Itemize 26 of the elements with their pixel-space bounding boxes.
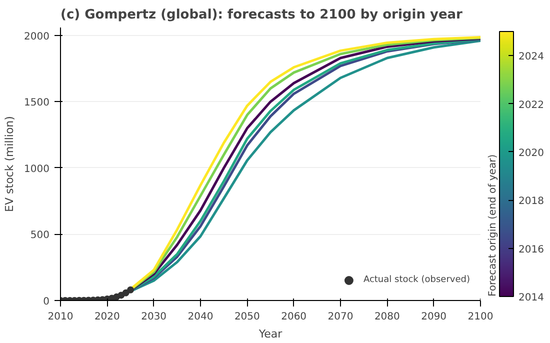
color-bar-label: 2020 xyxy=(518,148,544,159)
color-bar-label: 2018 xyxy=(518,196,544,208)
x-tick-label: 2050 xyxy=(234,312,260,322)
x-axis-title: Year xyxy=(258,328,283,340)
x-tick-label: 2020 xyxy=(94,312,120,322)
legend-label: Actual stock (observed) xyxy=(363,275,470,285)
x-tick-label: 2070 xyxy=(328,312,354,322)
x-tick-label: 2060 xyxy=(281,312,307,322)
y-axis-title: EV stock (million) xyxy=(3,116,16,212)
x-tick-label: 2030 xyxy=(141,312,167,322)
chart-title: (c) Gompertz (global): forecasts to 2100 by origin year xyxy=(60,8,464,22)
y-tick-label: 0 xyxy=(43,296,50,308)
x-tick-label: 2040 xyxy=(188,312,214,322)
color-bar-label: 2022 xyxy=(518,100,544,111)
color-bar-label: 2024 xyxy=(518,52,544,63)
y-tick-label: 1000 xyxy=(24,164,50,175)
y-tick-label: 500 xyxy=(30,230,50,242)
x-tick-label: 2090 xyxy=(421,312,447,322)
y-tick-label: 1500 xyxy=(24,98,50,109)
color-bar-title: Forecast origin (end of year) xyxy=(488,154,498,296)
y-tick-label: 2000 xyxy=(24,31,50,42)
color-bar-label: 2016 xyxy=(518,244,544,256)
x-tick-label: 2010 xyxy=(48,312,74,322)
color-bar-label: 2014 xyxy=(518,292,544,304)
x-tick-label: 2080 xyxy=(374,312,400,322)
x-tick-label: 2100 xyxy=(468,312,494,322)
